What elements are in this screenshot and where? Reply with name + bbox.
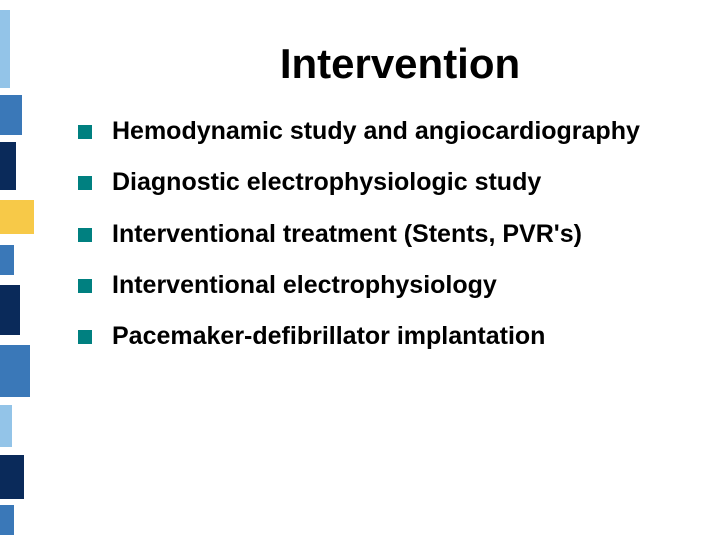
bullet-list: Hemodynamic study and angiocardiography D… — [60, 116, 700, 352]
slide-title: Intervention — [60, 40, 700, 88]
bullet-item: Hemodynamic study and angiocardiography — [78, 116, 700, 147]
bullet-text: Interventional electrophysiology — [106, 270, 497, 301]
sidebar-decor-block — [0, 200, 34, 234]
square-bullet-icon — [78, 176, 92, 190]
bullet-text: Interventional treatment (Stents, PVR's) — [106, 219, 582, 250]
sidebar-decor-block — [0, 10, 10, 88]
bullet-text: Hemodynamic study and angiocardiography — [106, 116, 640, 147]
sidebar-decor-block — [0, 345, 30, 397]
bullet-item: Pacemaker-defibrillator implantation — [78, 321, 700, 352]
sidebar-decor-block — [0, 142, 16, 190]
sidebar-decor-block — [0, 405, 12, 447]
bullet-text: Pacemaker-defibrillator implantation — [106, 321, 545, 352]
bullet-text: Diagnostic electrophysiologic study — [106, 167, 541, 198]
sidebar-decor-block — [0, 505, 14, 535]
bullet-item: Diagnostic electrophysiologic study — [78, 167, 700, 198]
sidebar-decor-block — [0, 245, 14, 275]
square-bullet-icon — [78, 279, 92, 293]
square-bullet-icon — [78, 228, 92, 242]
sidebar-decor-block — [0, 285, 20, 335]
bullet-item: Interventional treatment (Stents, PVR's) — [78, 219, 700, 250]
slide-content: Intervention Hemodynamic study and angio… — [60, 40, 700, 372]
bullet-item: Interventional electrophysiology — [78, 270, 700, 301]
decorative-sidebar — [0, 0, 34, 540]
sidebar-decor-block — [0, 95, 22, 135]
square-bullet-icon — [78, 330, 92, 344]
square-bullet-icon — [78, 125, 92, 139]
sidebar-decor-block — [0, 455, 24, 499]
